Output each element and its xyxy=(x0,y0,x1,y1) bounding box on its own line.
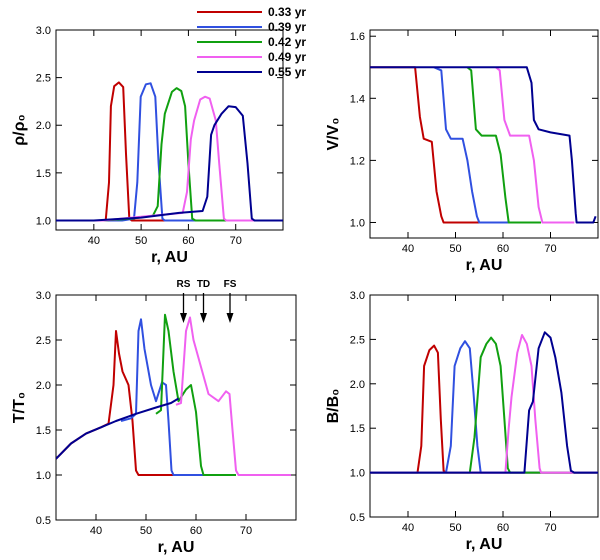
y-tick-label: 1.0 xyxy=(36,470,51,482)
y-axis-label: ρ/ρ₀ xyxy=(11,114,28,145)
series-line-0_55-yr xyxy=(56,397,180,460)
x-axis-label: r, AU xyxy=(466,536,503,553)
y-tick-label: 3.0 xyxy=(36,290,51,302)
legend-label: 0.42 yr xyxy=(268,35,306,49)
x-tick-label: 40 xyxy=(402,243,414,255)
series-line-0_33-yr xyxy=(370,344,598,474)
x-tick-label: 40 xyxy=(88,235,100,247)
series-line-0_49-yr xyxy=(56,95,283,222)
y-tick-label: 2.0 xyxy=(36,120,51,132)
x-tick-label: 60 xyxy=(497,522,509,534)
y-tick-label: 3.0 xyxy=(350,290,365,302)
x-tick-label: 50 xyxy=(140,525,152,537)
y-tick-label: 1.0 xyxy=(350,468,365,480)
legend-label: 0.55 yr xyxy=(268,65,306,79)
y-tick-label: 2.0 xyxy=(36,380,51,392)
series-line-0_49-yr xyxy=(495,66,575,224)
x-tick-label: 40 xyxy=(90,525,102,537)
series-line-0_33-yr xyxy=(56,81,283,222)
x-axis-label: r, AU xyxy=(151,249,188,266)
y-tick-label: 2.5 xyxy=(350,334,365,346)
x-axis-label: r, AU xyxy=(466,257,503,274)
series-line-0_49-yr xyxy=(175,316,291,476)
annotation-fs: FS xyxy=(224,279,237,323)
x-tick-label: 60 xyxy=(497,243,509,255)
panel-temperature: 40 50 60 70 0.5 1.0 1.5 2.0 2.5 3.0 r, AU T/T₀ RS TD F… xyxy=(11,279,297,556)
annotation-rs: RS xyxy=(177,279,191,323)
x-tick-label: 60 xyxy=(182,235,194,247)
y-tick-label: 1.2 xyxy=(350,155,365,167)
annotation-label: TD xyxy=(197,279,210,290)
x-tick-label: 50 xyxy=(135,235,147,247)
y-tick-label: 1.4 xyxy=(350,93,365,105)
x-tick-label: 60 xyxy=(190,525,202,537)
y-tick-label: 1.5 xyxy=(36,168,51,180)
y-tick-label: 3.0 xyxy=(36,25,51,37)
y-tick-label: 1.5 xyxy=(36,425,51,437)
legend-label: 0.33 yr xyxy=(268,5,306,19)
y-tick-label: 1.6 xyxy=(350,31,365,43)
y-tick-label: 2.5 xyxy=(36,73,51,85)
y-tick-label: 0.5 xyxy=(350,512,365,524)
x-tick-label: 50 xyxy=(449,522,461,534)
y-tick-label: 1.5 xyxy=(350,423,365,435)
annotation-arrow-head xyxy=(226,313,234,323)
panel-density: 40 50 60 70 1.0 1.5 2.0 2.5 3.0 r, AU ρ/ρ₀ xyxy=(11,25,284,266)
y-tick-label: 1.0 xyxy=(350,217,365,229)
x-tick-label: 70 xyxy=(230,235,242,247)
y-tick-label: 2.0 xyxy=(350,379,365,391)
series-line-0_39-yr xyxy=(370,340,598,474)
annotation-td: TD xyxy=(197,279,210,323)
series-line-0_33-yr xyxy=(56,330,176,476)
x-tick-label: 70 xyxy=(544,522,556,534)
series-line-0_42-yr xyxy=(466,66,541,224)
plot-frame xyxy=(55,294,297,521)
plot-frame xyxy=(369,294,599,518)
legend: 0.33 yr0.39 yr0.42 yr0.49 yr0.55 yr xyxy=(197,5,306,79)
plot-frame xyxy=(369,29,599,239)
x-tick-label: 70 xyxy=(240,525,252,537)
annotation-label: RS xyxy=(177,279,191,290)
legend-label: 0.39 yr xyxy=(268,20,306,34)
series-line-0_33-yr xyxy=(370,66,484,224)
y-axis-label: B/B₀ xyxy=(325,389,342,424)
y-tick-label: 1.0 xyxy=(36,215,51,227)
series-line-0_55-yr xyxy=(56,105,283,222)
panel-velocity: 40 50 60 70 1.0 1.2 1.4 1.6 r, AU V/V₀ xyxy=(325,29,599,274)
x-tick-label: 50 xyxy=(449,243,461,255)
annotation-arrow-head xyxy=(200,313,207,323)
series-line-0_39-yr xyxy=(56,82,283,222)
annotation-label: FS xyxy=(224,279,237,290)
x-tick-label: 40 xyxy=(402,522,414,534)
series-line-0_39-yr xyxy=(433,66,513,224)
series-line-0_42-yr xyxy=(56,87,283,222)
y-tick-label: 0.5 xyxy=(36,515,51,527)
series-line-0_49-yr xyxy=(370,334,598,474)
series-line-0_55-yr xyxy=(370,331,598,474)
panel-magnetic: 40 50 60 70 0.5 1.0 1.5 2.0 2.5 3.0 r, AU B/B₀ xyxy=(325,290,599,553)
x-tick-label: 70 xyxy=(544,243,556,255)
annotation-arrow-head xyxy=(180,313,187,323)
x-axis-label: r, AU xyxy=(158,539,195,556)
y-axis-label: V/V₀ xyxy=(325,118,342,151)
series-line-0_39-yr xyxy=(120,318,206,476)
plot-frame xyxy=(55,29,284,231)
series-line-0_55-yr xyxy=(370,66,597,224)
series-line-0_42-yr xyxy=(370,336,598,474)
y-axis-label: T/T₀ xyxy=(11,392,28,423)
legend-label: 0.49 yr xyxy=(268,50,306,64)
y-tick-label: 2.5 xyxy=(36,335,51,347)
